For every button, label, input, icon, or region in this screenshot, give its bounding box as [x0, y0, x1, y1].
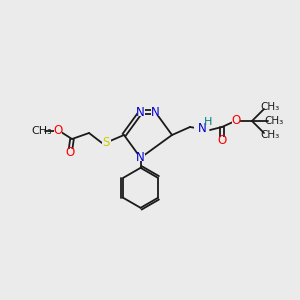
Bar — [136, 109, 145, 116]
Bar — [194, 124, 208, 134]
Text: S: S — [102, 136, 110, 149]
Text: N: N — [136, 151, 145, 164]
Text: CH₃: CH₃ — [260, 102, 280, 112]
Bar — [66, 149, 74, 157]
Bar — [54, 127, 62, 135]
Bar — [232, 117, 240, 125]
Text: N: N — [198, 122, 206, 134]
Text: CH₃: CH₃ — [264, 116, 284, 126]
Text: O: O — [231, 115, 241, 128]
Text: N: N — [136, 106, 145, 119]
Text: O: O — [65, 146, 75, 160]
Bar — [101, 139, 110, 147]
Text: N: N — [151, 106, 160, 119]
Bar — [152, 109, 159, 116]
Text: CH₃: CH₃ — [260, 130, 280, 140]
Text: CH₃: CH₃ — [32, 126, 52, 136]
Bar — [218, 137, 226, 145]
Text: H: H — [204, 117, 212, 127]
Text: O: O — [218, 134, 226, 148]
Bar — [136, 154, 145, 161]
Text: O: O — [53, 124, 63, 137]
